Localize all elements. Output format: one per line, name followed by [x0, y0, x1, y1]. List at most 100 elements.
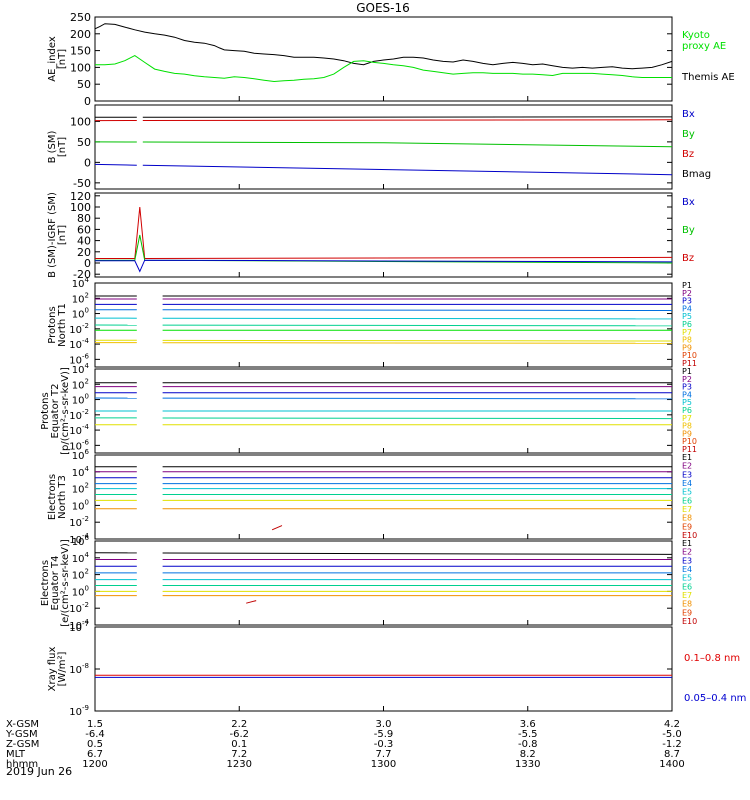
x-row-value: 7.2: [231, 749, 247, 760]
legend-entry: P10: [682, 437, 697, 446]
legend-entry: P8: [682, 422, 692, 431]
legend-entry: E6: [682, 582, 692, 591]
legend-entry: E9: [682, 608, 692, 617]
y-axis-label: Xray flux: [47, 647, 58, 692]
legend-entry: P4: [682, 304, 692, 313]
legend-entry: P8: [682, 336, 692, 345]
y-tick-base: 10: [72, 279, 85, 290]
x-row-label: MLT: [6, 749, 26, 760]
y-tick-exp: 4: [85, 551, 90, 559]
y-tick-label: 10-9: [69, 704, 89, 718]
y-tick-base: 10: [72, 380, 85, 391]
y-tick-base: 10: [69, 604, 82, 615]
legend-entry: Kyoto: [682, 30, 710, 41]
y-tick-exp: 4: [85, 276, 90, 284]
y-tick-label: 50: [77, 78, 91, 91]
legend-entry: P9: [682, 343, 692, 352]
y-axis-label: Protons: [47, 306, 58, 343]
x-row-value: 0.5: [87, 739, 103, 750]
legend-entry: E2: [682, 462, 692, 471]
series-line-Themis-AE: [94, 23, 673, 70]
y-tick-label: 100: [70, 115, 91, 128]
y-tick-label: 0: [84, 257, 91, 270]
x-row-value: 1230: [227, 759, 252, 770]
y-tick-label: 10-2: [69, 322, 89, 336]
legend-entry: E6: [682, 496, 692, 505]
legend-entry: P10: [682, 351, 697, 360]
y-axis-label: [p/(cm²-s-sr-keV)]: [60, 367, 71, 455]
legend-entry: E1: [682, 453, 692, 462]
y-tick-exp: -2: [82, 408, 89, 416]
y-tick-base: 10: [72, 365, 85, 376]
series-line-Bx: [94, 163, 137, 166]
x-row-value: -1.2: [662, 739, 682, 750]
y-tick-exp: 0: [85, 498, 89, 506]
x-row-value: -6.2: [229, 729, 249, 740]
y-tick-label: 106: [72, 448, 90, 462]
y-axis-label: Equator T2: [50, 384, 61, 439]
y-tick-label: 100: [72, 307, 89, 321]
y-tick-exp: 4: [85, 465, 90, 473]
legend-entry: E3: [682, 556, 692, 565]
legend-entry: P2: [682, 375, 692, 384]
legend-entry: E4: [682, 565, 692, 574]
series-line-Bx: [142, 164, 673, 176]
y-tick-exp: -2: [82, 515, 89, 523]
series-line-P4: [162, 309, 673, 311]
y-tick-label: 100: [70, 61, 91, 74]
y-tick-exp: -4: [82, 337, 90, 345]
y-tick-label: 102: [72, 377, 89, 391]
y-tick-base: 10: [69, 707, 82, 718]
series-line-E1: [162, 552, 673, 555]
y-tick-base: 10: [69, 340, 82, 351]
x-row-value: 2.2: [231, 719, 247, 730]
x-row-value: -5.9: [374, 729, 394, 740]
x-row-label: X-GSM: [6, 719, 39, 730]
y-tick-exp: -6: [82, 352, 90, 360]
y-tick-label: 10-7: [69, 620, 89, 634]
y-tick-label: 80: [77, 212, 91, 225]
y-tick-base: 10: [72, 396, 85, 407]
plot-title: GOES-16: [356, 1, 410, 15]
x-row-value: 8.7: [664, 749, 680, 760]
x-row-value: 8.2: [520, 749, 536, 760]
legend-entry: P11: [682, 359, 697, 368]
series-line-Bz: [95, 206, 673, 260]
y-tick-exp: 0: [85, 307, 89, 315]
y-tick-base: 10: [69, 441, 82, 452]
legend-entry: P9: [682, 429, 692, 438]
y-axis-label: [e/(cm²-s-sr-keV)]: [60, 539, 71, 627]
legend-entry: Bz: [682, 149, 694, 160]
y-tick-base: 10: [72, 501, 85, 512]
y-tick-exp: -2: [82, 601, 89, 609]
y-tick-label: 104: [72, 276, 90, 290]
legend-entry: P6: [682, 320, 692, 329]
y-tick-label: 10-4: [69, 337, 89, 351]
x-row-value: 1200: [82, 759, 107, 770]
y-tick-label: 60: [77, 223, 91, 236]
y-tick-label: 104: [72, 465, 90, 479]
y-tick-exp: -4: [82, 532, 90, 540]
legend-entry: By: [682, 225, 695, 236]
legend-entry: P6: [682, 406, 692, 415]
series-line-By: [142, 141, 673, 148]
y-tick-label: 102: [72, 482, 89, 496]
x-row-label: Z-GSM: [6, 739, 39, 750]
y-tick-label: -20: [73, 268, 91, 281]
panel-frame: [94, 16, 673, 102]
y-tick-exp: -7: [82, 620, 89, 628]
y-tick-exp: 0: [85, 393, 89, 401]
y-tick-exp: 0: [85, 584, 89, 592]
x-row-value: -0.8: [518, 739, 538, 750]
legend-entry: P3: [682, 383, 692, 392]
y-axis-label: North T3: [57, 475, 68, 519]
y-axis-label: B (SM)-IGRF (SM): [47, 192, 58, 278]
x-row-value: 1.5: [87, 719, 103, 730]
x-axis-table: X-GSM 1.5 2.2 3.0 3.6 4.2 Y-GSM -6.4 -6.2 -5.9 -5.…: [5, 96, 685, 770]
y-tick-label: 200: [70, 28, 91, 41]
